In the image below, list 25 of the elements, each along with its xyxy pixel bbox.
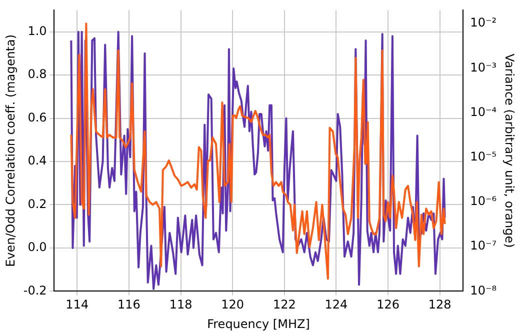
x-tick-label: 122	[272, 298, 296, 312]
y2-tick-label: 10⁻²	[470, 16, 497, 30]
x-axis-title: Frequency [MHZ]	[207, 316, 310, 331]
x-tick-label: 114	[66, 298, 89, 312]
x-tick-label: 118	[169, 298, 192, 312]
y2-tick-label: 10⁻⁶	[470, 194, 497, 208]
x-tick-label: 126	[376, 298, 400, 312]
y2-tick-label: 10⁻³	[470, 60, 497, 74]
y2-axis-title: Variance (arbitrary unit, orange)	[502, 54, 517, 248]
y-tick-label: 0.0	[28, 240, 47, 254]
x-tick-label: 116	[118, 298, 140, 312]
x-tick-label: 124	[324, 298, 348, 312]
y-tick-label: -0.2	[23, 283, 47, 298]
y-tick-label: 1.0	[28, 24, 47, 38]
y2-tick-label: 10⁻⁵	[470, 150, 497, 164]
y-tick-label: 0.4	[28, 154, 47, 168]
y-tick-label: 0.2	[28, 196, 47, 211]
y2-tick-label: 10⁻⁸	[470, 283, 497, 298]
y2-tick-label: 10⁻⁷	[470, 238, 497, 253]
x-tick-label: 128	[428, 298, 452, 312]
y-axis-title: Even/Odd Correlation coeff. (magenta)	[3, 34, 18, 267]
x-tick-label: 120	[221, 298, 244, 312]
y-tick-label: 0.6	[28, 110, 47, 124]
y2-tick-label: 10⁻⁴	[470, 104, 497, 119]
y-tick-label: 0.8	[28, 67, 47, 82]
